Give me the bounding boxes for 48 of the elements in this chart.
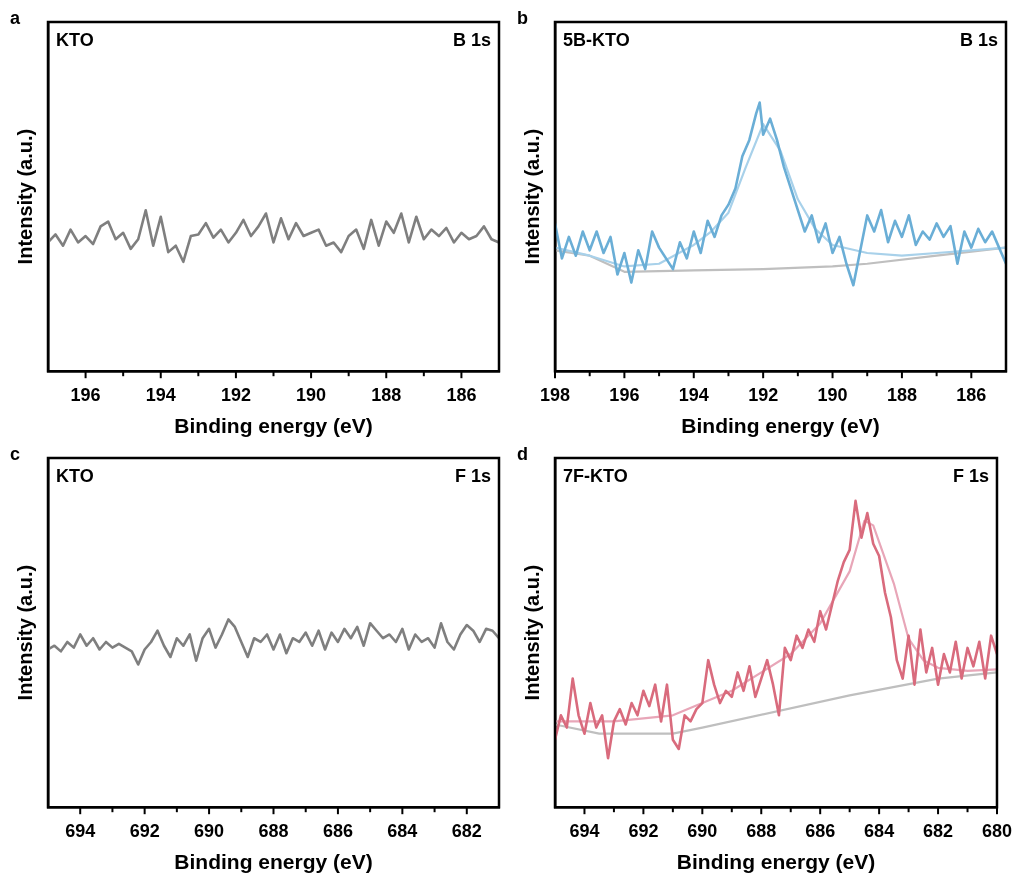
text: F 1s	[952, 465, 989, 486]
x-axis-title: Binding energy (eV)	[676, 850, 876, 874]
x-tick-label: 682	[451, 820, 482, 841]
y-axis-title: Intensity (a.u.)	[13, 128, 36, 265]
x-tick-label: 198	[539, 384, 571, 405]
x-tick-label: 680	[981, 820, 1013, 841]
x-tick-label: 188	[371, 384, 402, 405]
y-axis-title: Intensity (a.u.)	[520, 564, 543, 701]
x-tick-label: 686	[322, 820, 353, 841]
x-axis-title: Binding energy (eV)	[681, 414, 880, 438]
x-axis-title: Binding energy (eV)	[174, 414, 373, 438]
x-tick-label: 188	[886, 384, 917, 405]
y-axis-title: Intensity (a.u.)	[520, 128, 543, 265]
text: B 1s	[959, 29, 998, 50]
x-tick-label: 690	[687, 820, 718, 841]
y-axis-title: Intensity (a.u.)	[13, 564, 36, 701]
x-tick-label: 194	[145, 384, 176, 405]
x-tick-label: 190	[817, 384, 848, 405]
x-tick-label: 196	[609, 384, 640, 405]
x-tick-label: 194	[678, 384, 709, 405]
x-tick-label: 192	[220, 384, 251, 405]
x-tick-label: 682	[923, 820, 954, 841]
x-tick-label: 694	[569, 820, 600, 841]
text: d	[517, 443, 528, 464]
text: F 1s	[454, 465, 491, 486]
text: B 1s	[452, 29, 491, 50]
x-tick-label: 684	[864, 820, 895, 841]
text: KTO	[56, 465, 94, 486]
x-tick-label: 192	[748, 384, 779, 405]
x-tick-label: 688	[746, 820, 777, 841]
x-tick-label: 688	[258, 820, 289, 841]
text: 7F-KTO	[563, 465, 628, 486]
x-tick-label: 190	[296, 384, 327, 405]
x-tick-label: 690	[194, 820, 225, 841]
text: KTO	[56, 29, 94, 50]
x-tick-label: 694	[65, 820, 96, 841]
text: b	[517, 7, 528, 28]
x-tick-label: 692	[628, 820, 659, 841]
x-tick-label: 684	[387, 820, 418, 841]
x-tick-label: 186	[956, 384, 987, 405]
x-tick-label: 196	[70, 384, 101, 405]
text: c	[10, 443, 21, 464]
text: 5B-KTO	[563, 29, 630, 50]
text: a	[10, 7, 21, 28]
x-tick-label: 686	[805, 820, 836, 841]
x-tick-label: 692	[129, 820, 160, 841]
x-axis-title: Binding energy (eV)	[174, 850, 373, 874]
x-tick-label: 186	[446, 384, 477, 405]
